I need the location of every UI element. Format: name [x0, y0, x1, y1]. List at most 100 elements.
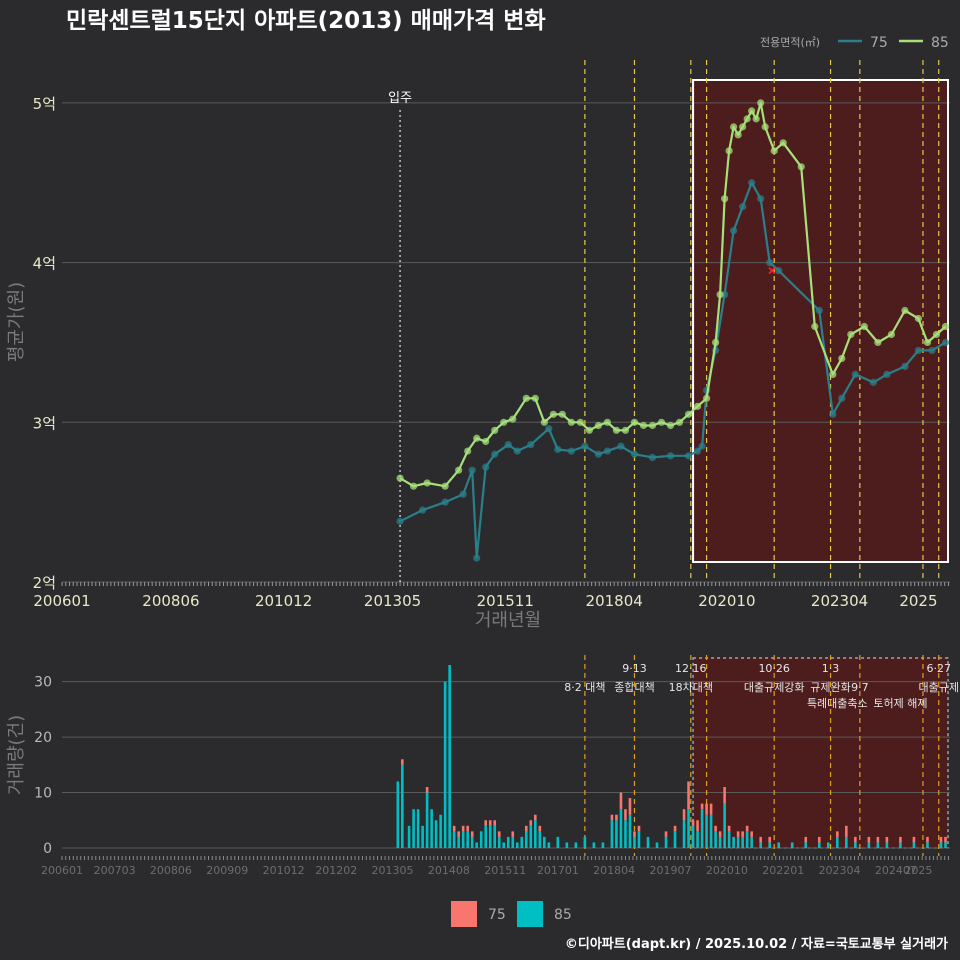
x-tick-label: 200601: [33, 592, 90, 610]
volume-bar-75: [461, 825, 465, 832]
volume-bar-85: [434, 820, 438, 848]
volume-bar-85: [565, 842, 569, 848]
volume-bar-85: [401, 764, 404, 848]
volume-bar-85: [768, 842, 771, 848]
volume-bar-85: [502, 842, 506, 848]
volume-bar-75: [687, 781, 690, 810]
volume-bar-85: [592, 842, 596, 848]
policy-label: 대출규제강화: [744, 681, 805, 694]
volume-bar-85: [637, 831, 641, 848]
volume-bar-85: [691, 825, 695, 848]
volume-bar-75: [529, 820, 533, 826]
price-line-75: [399, 181, 947, 560]
volume-bar-75: [624, 809, 627, 821]
volume-bar-75: [511, 831, 515, 837]
volume-bar-75: [628, 798, 632, 815]
volume-bar-85: [466, 831, 469, 848]
volume-bar-75: [926, 836, 929, 843]
volume-bar-85: [664, 836, 668, 848]
volume-x-tick-label: 200601: [41, 864, 83, 877]
volume-bar-75: [718, 831, 722, 837]
volume-bar-85: [705, 814, 708, 848]
y-tick-label: 4억: [33, 255, 56, 273]
volume-bar-75: [705, 803, 708, 815]
volume-bar-75: [470, 831, 474, 837]
legend-bar-85-label: 85: [554, 907, 572, 923]
volume-bar-85: [524, 831, 528, 848]
volume-chart: 0 10 20 30 8·2 대책 9·13 종합대책 12·16 18차대책 10·26 대출규제…: [34, 655, 959, 877]
policy-label: 12·16: [675, 662, 707, 675]
legend-bar-85-swatch: [517, 901, 543, 927]
x-tick-label: 201012: [255, 592, 312, 610]
volume-bar-85: [700, 809, 704, 848]
volume-bar-85: [714, 831, 717, 848]
volume-x-tick-label: 201012: [263, 864, 305, 877]
volume-bar-85: [628, 814, 632, 848]
volume-bar-85: [854, 842, 857, 848]
volume-bar-85: [543, 836, 546, 848]
volume-bar-85: [655, 842, 659, 848]
volume-bar-85: [412, 809, 415, 848]
volume-bar-75: [533, 814, 537, 821]
volume-bar-85: [912, 842, 916, 848]
volume-bar-85: [439, 814, 442, 848]
highlight-border: [692, 79, 949, 563]
volume-bar-85: [479, 831, 483, 848]
volume-bar-75: [488, 820, 492, 826]
x-tick-label: 202304: [811, 592, 868, 610]
volume-bar-85: [624, 820, 627, 848]
volume-bar-85: [687, 809, 690, 848]
volume-bar-85: [619, 809, 623, 848]
volume-bar-85: [876, 842, 880, 848]
policy-label: 10·26: [758, 662, 790, 675]
volume-bar-75: [741, 831, 744, 837]
volume-bar-75: [854, 836, 857, 843]
volume-bar-75: [700, 803, 704, 810]
volume-bar-85: [926, 842, 929, 848]
volume-x-tick-label: 202010: [706, 864, 748, 877]
volume-bar-75: [745, 825, 749, 832]
volume-bar-75: [899, 836, 902, 843]
volume-bar-85: [845, 836, 848, 848]
volume-bar-85: [484, 825, 488, 848]
volume-bar-85: [885, 842, 889, 848]
volume-bar-75: [493, 820, 497, 826]
volume-bar-85: [511, 836, 515, 848]
volume-bar-85: [723, 803, 726, 848]
x-axis-label: 거래년월: [475, 610, 541, 631]
volume-bar-85: [939, 842, 943, 848]
volume-bar-85: [718, 836, 722, 848]
volume-bar-75: [682, 809, 686, 821]
volume-bar-75: [610, 814, 614, 821]
volume-bar-75: [759, 836, 762, 843]
volume-bar-85: [452, 831, 456, 848]
volume-x-tick-label: 201511: [484, 864, 526, 877]
volume-bar-75: [944, 836, 947, 843]
volume-bar-75: [750, 831, 753, 837]
volume-bar-85: [443, 681, 447, 848]
legend-75-label: 75: [870, 35, 888, 51]
volume-bar-75: [939, 836, 943, 843]
volume-bar-85: [646, 836, 650, 848]
volume-bar-75: [804, 836, 808, 843]
volume-bar-85: [538, 831, 542, 848]
volume-bar-75: [696, 820, 699, 832]
volume-bar-75: [425, 787, 429, 793]
volume-bar-75: [912, 836, 916, 843]
volume-bar-85: [461, 831, 465, 848]
volume-bar-85: [867, 842, 871, 848]
volume-y-tick-label: 10: [34, 786, 52, 802]
volume-bar-85: [727, 831, 731, 848]
volume-bar-75: [845, 825, 848, 837]
footer-credit: ©디아파트(dapt.kr) / 2025.10.02 / 자료=국토교통부 실…: [565, 936, 948, 952]
chart-title: 민락센트럴15단지 아파트(2013) 매매가격 변화: [66, 8, 546, 34]
volume-bar-85: [547, 842, 551, 848]
y-tick-label: 2억: [33, 574, 56, 592]
volume-bar-85: [709, 814, 713, 848]
volume-x-tick-label: 201408: [428, 864, 470, 877]
x-tick-label: 201305: [364, 592, 421, 610]
volume-y-axis-label: 거래량(건): [6, 715, 27, 795]
volume-bar-85: [396, 781, 400, 848]
volume-bar-85: [741, 836, 744, 848]
